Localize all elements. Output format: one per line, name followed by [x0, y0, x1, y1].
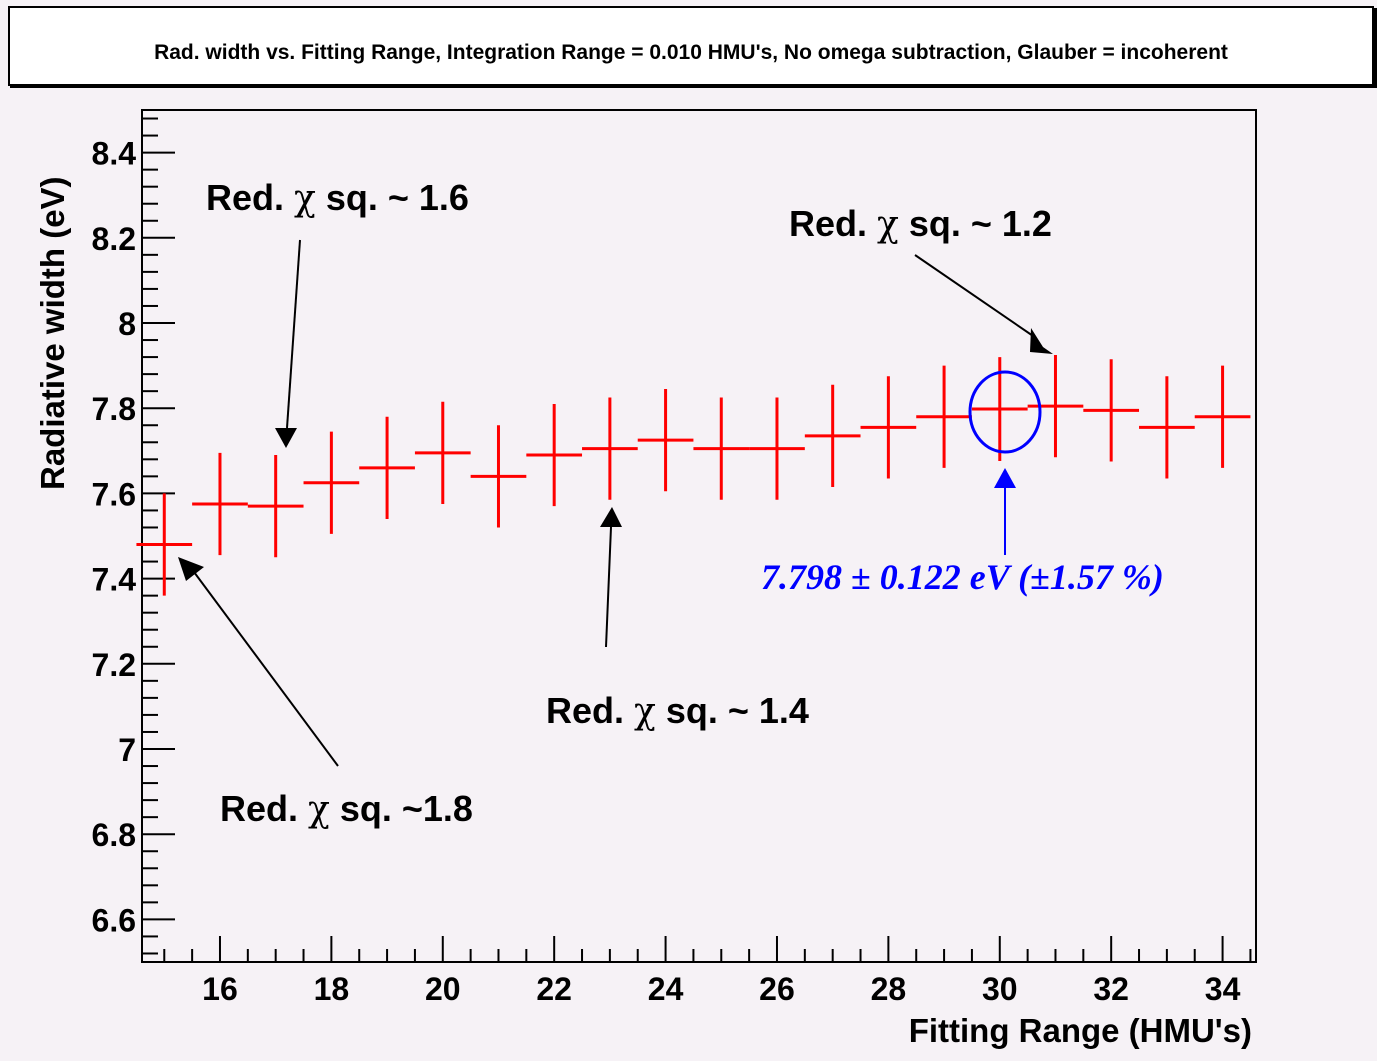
- data-point: [971, 357, 1028, 462]
- y-tick-label: 8.4: [92, 136, 137, 172]
- arrow-1-2: [914, 254, 1037, 339]
- arrow-1-4: [605, 526, 612, 648]
- data-point: [303, 431, 360, 534]
- data-point: [749, 397, 805, 500]
- x-tick-label: 20: [425, 971, 461, 1007]
- chart-title: Rad. width vs. Fitting Range, Integratio…: [154, 41, 1228, 64]
- data-point: [693, 397, 750, 500]
- y-tick-label: 7.4: [92, 562, 137, 598]
- y-tick-label: 6.8: [92, 817, 136, 853]
- annotation-chisq-1-8: Red. χ sq. ~1.8: [220, 788, 473, 830]
- arrow-1-6: [286, 239, 301, 429]
- highlight-circle: [968, 370, 1042, 454]
- data-point: [1083, 359, 1140, 462]
- arrow-1-4-head: [600, 507, 622, 527]
- x-tick-label: 32: [1093, 971, 1129, 1007]
- y-tick-label: 7.8: [92, 391, 136, 427]
- x-tick-label: 22: [536, 971, 572, 1007]
- data-point: [359, 416, 415, 519]
- data-point: [247, 455, 304, 558]
- y-tick-label: 7.2: [92, 647, 136, 683]
- data-point: [804, 384, 861, 488]
- data-point: [414, 401, 471, 505]
- plot-frame: [141, 109, 1257, 963]
- arrow-1-8: [193, 571, 339, 767]
- data-series: [136, 354, 1251, 596]
- data-point: [916, 365, 972, 468]
- x-tick-label: 30: [982, 971, 1018, 1007]
- axis-ticks: 16 18 20 22 24 26 28 30 32 34 6.6 6.8 7 7.2 7.4 7.6 7.8 8…: [92, 117, 1252, 1007]
- y-tick-label: 7.6: [92, 476, 136, 512]
- x-axis-label: Fitting Range (HMU's): [909, 1012, 1252, 1049]
- x-tick-label: 34: [1205, 971, 1241, 1007]
- title-box: Rad. width vs. Fitting Range, Integratio…: [8, 6, 1374, 86]
- title-shadow: [1374, 8, 1377, 88]
- arrow-1-8-head: [178, 557, 204, 581]
- y-tick-label: 8.2: [92, 221, 136, 257]
- arrow-1-6-head: [275, 428, 297, 448]
- data-point: [526, 403, 583, 507]
- x-tick-label: 18: [314, 971, 350, 1007]
- data-point: [470, 425, 527, 528]
- annotation-chisq-1-6: Red. χ sq. ~ 1.6: [206, 177, 469, 219]
- data-point: [136, 493, 193, 596]
- data-point: [860, 376, 917, 479]
- data-point: [637, 389, 694, 492]
- data-point: [1139, 376, 1195, 479]
- highlight-arrow-head: [994, 468, 1016, 488]
- annotation-chisq-1-4: Red. χ sq. ~ 1.4: [546, 690, 809, 732]
- highlight-result-label: 7.798 ± 0.122 eV (±1.57 %): [761, 557, 1164, 597]
- x-tick-label: 26: [759, 971, 795, 1007]
- arrow-1-2-head: [1030, 328, 1053, 354]
- x-tick-label: 24: [648, 971, 684, 1007]
- annotations: Red. χ sq. ~ 1.6 Red. χ sq. ~ 1.2 Red. χ…: [178, 177, 1164, 830]
- data-point: [192, 452, 248, 556]
- x-tick-label: 16: [202, 971, 238, 1007]
- x-tick-label: 28: [871, 971, 907, 1007]
- data-point: [582, 397, 638, 500]
- title-shadow: [10, 84, 1377, 88]
- annotation-chisq-1-2: Red. χ sq. ~ 1.2: [789, 203, 1052, 245]
- y-tick-label: 7: [118, 732, 136, 768]
- y-tick-label: 8: [118, 306, 136, 342]
- data-point: [1194, 365, 1251, 468]
- y-axis-label: Radiative width (eV): [34, 176, 71, 490]
- y-tick-label: 6.6: [92, 902, 136, 938]
- data-point: [1027, 354, 1084, 458]
